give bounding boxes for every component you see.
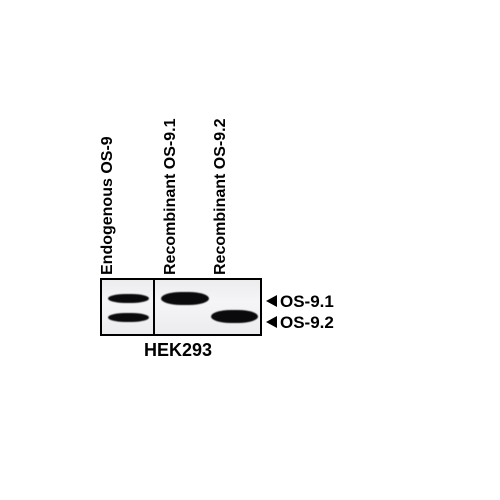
band-recombinant-os9.2 — [211, 310, 258, 323]
lane-label-2: Recombinant OS-9.1 — [162, 119, 180, 275]
cell-line-label: HEK293 — [144, 340, 410, 361]
band-recombinant-os9.1 — [161, 292, 209, 305]
annotation-os9.2: OS-9.2 — [266, 314, 334, 331]
band-endogenous-os9.1 — [108, 294, 149, 303]
band-label-os9.2: OS-9.2 — [280, 314, 334, 331]
band-annotation-column: OS-9.1 OS-9.2 — [266, 284, 334, 331]
lane-label-3: Recombinant OS-9.2 — [212, 119, 230, 275]
gel-row: OS-9.1 OS-9.2 — [100, 278, 410, 336]
gel-panel-1 — [100, 278, 155, 336]
lane-labels-area: Endogenous OS-9 Recombinant OS-9.1 Recom… — [100, 115, 275, 275]
western-blot-figure: Endogenous OS-9 Recombinant OS-9.1 Recom… — [100, 115, 410, 361]
lane-label-1: Endogenous OS-9 — [99, 136, 117, 275]
arrowhead-icon — [266, 295, 277, 307]
gel-panel-2 — [155, 278, 262, 336]
band-label-os9.1: OS-9.1 — [280, 293, 334, 310]
annotation-os9.1: OS-9.1 — [266, 293, 334, 310]
band-endogenous-os9.2 — [108, 313, 149, 322]
arrowhead-icon — [266, 316, 277, 328]
